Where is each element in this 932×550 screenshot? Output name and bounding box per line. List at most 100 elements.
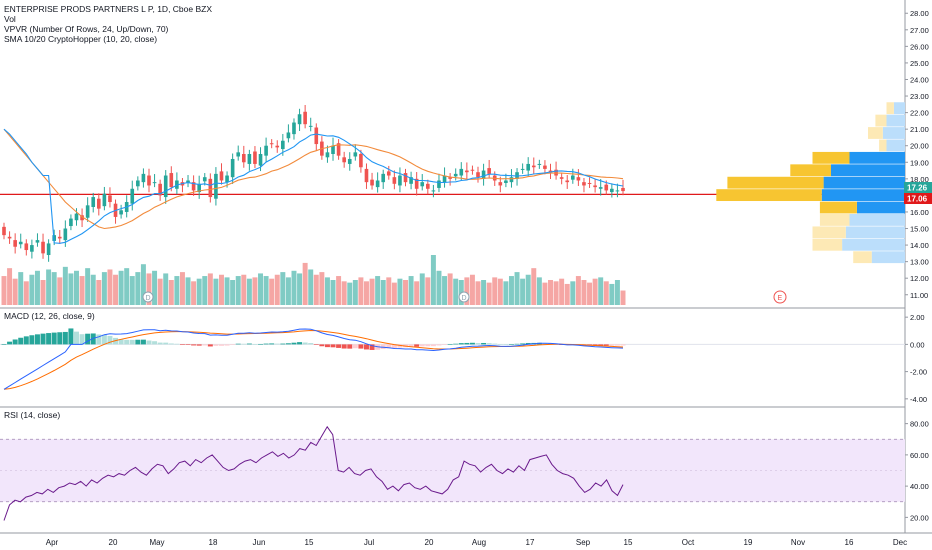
candle[interactable] (593, 178, 597, 193)
candle[interactable] (442, 167, 447, 188)
candle[interactable] (587, 177, 592, 188)
candle[interactable] (531, 157, 536, 175)
candle[interactable] (85, 197, 90, 222)
candle[interactable] (2, 222, 6, 240)
vol-legend[interactable]: Vol (4, 14, 16, 24)
candle[interactable] (247, 149, 252, 171)
price-tick-label[interactable]: 12.00 (910, 274, 929, 283)
candle[interactable] (292, 118, 296, 140)
vpvr-legend[interactable]: VPVR (Number Of Rows, 24, Up/Down, 70) (4, 24, 169, 34)
candle[interactable] (392, 170, 397, 190)
time-label[interactable]: 15 (305, 538, 314, 547)
signal-line[interactable] (3, 329, 624, 390)
rsi-tick-label[interactable]: 80.00 (910, 420, 929, 429)
candle[interactable] (7, 231, 12, 244)
candle[interactable] (24, 239, 29, 256)
candle[interactable] (364, 163, 369, 189)
time-label[interactable]: 20 (109, 538, 118, 547)
price-axis[interactable]: 11.0012.0013.0014.0015.0016.0017.0018.00… (905, 9, 929, 522)
candle[interactable] (559, 173, 564, 185)
candle[interactable] (13, 233, 17, 254)
price-tick-label[interactable]: 28.00 (910, 9, 929, 18)
candle[interactable] (565, 175, 570, 189)
time-label[interactable]: Aug (472, 538, 486, 547)
candle[interactable] (543, 160, 547, 175)
candle[interactable] (331, 137, 335, 161)
candle[interactable] (46, 239, 51, 262)
price-tick-label[interactable]: 23.00 (910, 92, 929, 101)
candle[interactable] (69, 214, 73, 231)
candle[interactable] (370, 172, 374, 190)
candle[interactable] (426, 179, 430, 195)
candle[interactable] (386, 165, 391, 180)
macd-tick-label[interactable]: -4.00 (910, 395, 927, 404)
rsi-tick-label[interactable]: 40.00 (910, 482, 929, 491)
dividend-marker[interactable]: D (458, 291, 470, 303)
candle[interactable] (119, 204, 123, 219)
candle[interactable] (381, 169, 386, 189)
candle[interactable] (303, 104, 307, 129)
candle[interactable] (414, 172, 419, 196)
candle[interactable] (576, 169, 581, 186)
candle[interactable] (325, 145, 330, 163)
candle[interactable] (163, 170, 168, 204)
candle[interactable] (219, 163, 224, 185)
candle[interactable] (41, 233, 45, 259)
candle[interactable] (74, 208, 79, 226)
rsi-tick-label[interactable]: 20.00 (910, 513, 929, 522)
sma20-line[interactable] (3, 128, 624, 230)
candle[interactable] (520, 163, 525, 174)
candle[interactable] (264, 137, 268, 163)
candle[interactable] (230, 153, 235, 184)
candle[interactable] (96, 193, 101, 216)
candle[interactable] (548, 163, 553, 180)
candle[interactable] (269, 139, 274, 149)
rsi-line[interactable] (3, 425, 624, 521)
candle[interactable] (57, 230, 62, 244)
candle[interactable] (175, 172, 179, 195)
macd-line[interactable] (3, 328, 624, 390)
candle[interactable] (130, 180, 135, 211)
macd-tick-label[interactable]: 2.00 (910, 313, 925, 322)
candle[interactable] (342, 151, 346, 168)
sma10-line[interactable] (3, 128, 624, 244)
candle[interactable] (615, 183, 620, 198)
candle[interactable] (409, 171, 413, 190)
time-label[interactable]: Nov (791, 538, 805, 547)
sma-legend[interactable]: SMA 10/20 CryptoHopper (10, 20, close) (4, 34, 157, 44)
candle[interactable] (141, 168, 146, 188)
candle[interactable] (537, 159, 542, 169)
time-label[interactable]: 20 (425, 538, 434, 547)
price-tick-label[interactable]: 19.00 (910, 158, 929, 167)
price-tick-label[interactable]: 26.00 (910, 42, 929, 51)
candle[interactable] (186, 175, 190, 188)
candle[interactable] (102, 186, 107, 211)
candle[interactable] (610, 183, 614, 198)
candle[interactable] (214, 167, 218, 206)
candle[interactable] (297, 108, 302, 131)
candle[interactable] (359, 149, 363, 173)
candle[interactable] (347, 152, 352, 171)
candle[interactable] (308, 117, 313, 132)
candle[interactable] (398, 167, 402, 193)
candle[interactable] (30, 239, 34, 259)
price-tick-label[interactable]: 16.00 (910, 208, 929, 217)
price-tick-label[interactable]: 11.00 (910, 291, 928, 300)
time-label[interactable]: Apr (46, 538, 59, 547)
candle[interactable] (197, 175, 201, 199)
candle[interactable] (158, 179, 162, 201)
time-label[interactable]: Oct (682, 538, 695, 547)
candle[interactable] (470, 165, 475, 175)
candle[interactable] (275, 140, 280, 153)
candle[interactable] (152, 174, 157, 188)
candle[interactable] (621, 179, 625, 196)
price-tick-label[interactable]: 20.00 (910, 142, 929, 151)
macd-tick-label[interactable]: 0.00 (910, 340, 925, 349)
candle[interactable] (453, 168, 458, 181)
candle[interactable] (169, 166, 174, 192)
candle[interactable] (18, 233, 23, 249)
rsi-pane[interactable] (0, 425, 905, 521)
time-label[interactable]: May (149, 538, 164, 547)
candle[interactable] (375, 172, 380, 193)
candle[interactable] (108, 187, 112, 208)
